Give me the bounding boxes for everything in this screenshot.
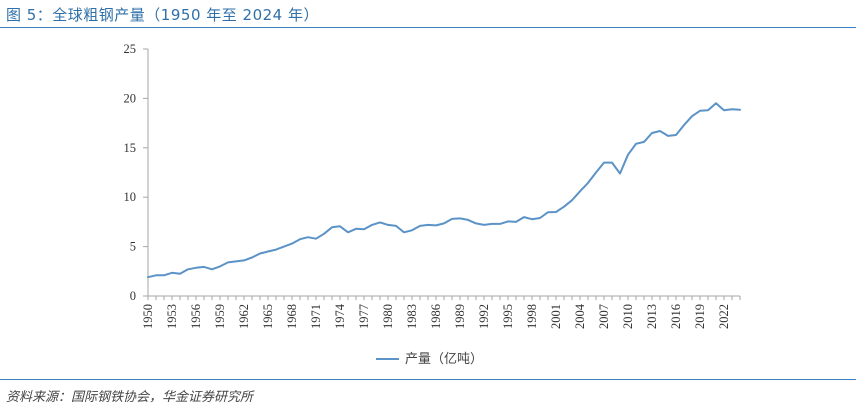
y-tick-label: 15	[124, 141, 137, 155]
x-tick-label: 2010	[621, 304, 635, 329]
source-note: 资料来源：国际钢铁协会，华金证券研究所	[6, 390, 254, 405]
x-tick-label: 1986	[429, 304, 443, 329]
x-tick-label: 1962	[237, 304, 251, 329]
x-tick-label: 1992	[477, 304, 491, 329]
title-divider	[0, 27, 856, 28]
x-tick-label: 2001	[549, 304, 563, 329]
x-tick-label: 1965	[261, 304, 275, 329]
x-tick-label: 1983	[405, 304, 419, 329]
x-axis-ticks: 1950 1953 1956 1959 1962 1965 1968 1971 1974 1977…	[141, 296, 741, 329]
x-tick-label: 2013	[645, 304, 659, 329]
source-divider	[0, 379, 856, 380]
x-tick-label: 1995	[501, 304, 515, 329]
x-tick-label: 1959	[213, 304, 227, 329]
y-tick-label: 5	[130, 240, 136, 254]
x-tick-label: 1998	[525, 304, 539, 329]
y-tick-label: 20	[124, 91, 137, 105]
x-tick-label: 2004	[573, 303, 587, 329]
x-tick-label: 1971	[309, 304, 323, 329]
x-tick-label: 1950	[141, 304, 155, 329]
y-tick-label: 25	[124, 42, 137, 56]
x-tick-label: 2016	[669, 304, 683, 329]
x-tick-label: 1953	[165, 304, 179, 329]
legend-label: 产量（亿吨）	[405, 352, 483, 367]
x-tick-label: 1989	[453, 304, 467, 329]
x-tick-label: 1980	[381, 304, 395, 329]
chart-axes	[147, 49, 740, 297]
x-tick-label: 1977	[357, 304, 371, 329]
y-tick-label: 0	[130, 289, 136, 303]
plot-area	[147, 102, 741, 279]
x-tick-label: 2019	[693, 304, 707, 329]
figure-title: 图 5：全球粗钢产量（1950 年至 2024 年）	[6, 6, 319, 24]
y-axis-ticks: 0 5 10 15 20 25	[124, 42, 148, 303]
y-tick-label: 10	[124, 190, 137, 204]
x-tick-label: 1968	[285, 304, 299, 329]
x-tick-label: 2007	[597, 304, 611, 329]
x-tick-label: 1974	[333, 303, 347, 329]
chart-legend: 产量（亿吨）	[376, 352, 483, 367]
x-tick-label: 1956	[189, 304, 203, 329]
series-line	[147, 102, 741, 279]
x-tick-label: 2022	[717, 304, 731, 329]
